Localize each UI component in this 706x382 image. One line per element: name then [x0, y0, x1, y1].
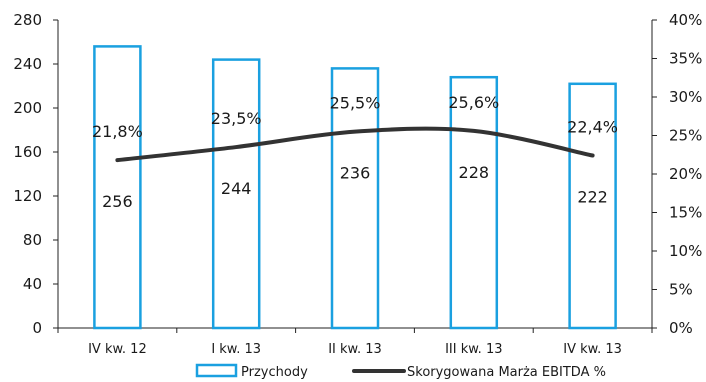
legend-label-marza: Skorygowana Marża EBITDA %	[407, 365, 606, 380]
y-left-tick-label: 160	[13, 143, 42, 161]
line-data-label: 25,6%	[448, 93, 499, 112]
legend-swatch-przychody	[195, 363, 238, 378]
bar-data-label: 244	[221, 179, 252, 198]
y-right-tick-label: 35%	[669, 50, 702, 68]
legend-label-przychody: Przychody	[241, 365, 308, 380]
bar-data-label: 256	[102, 192, 133, 211]
y-right-tick-label: 20%	[669, 165, 702, 183]
y-left-tick-label: 120	[13, 187, 42, 205]
y-left-tick-label: 80	[23, 231, 42, 249]
x-tick-label: IV kw. 13	[563, 342, 622, 357]
y-left-tick-label: 200	[13, 99, 42, 117]
margin-line	[115, 126, 595, 163]
y-left-tick-label: 0	[32, 319, 42, 337]
y-right-tick-label: 0%	[669, 319, 693, 337]
line-marza-ebitda	[115, 126, 595, 163]
bar-data-label: 236	[340, 164, 371, 183]
bar-przychody	[449, 75, 499, 330]
y-right-tick-label: 30%	[669, 88, 702, 106]
y-right-tick-label: 15%	[669, 204, 702, 222]
data-labels: 21,8% 23,5% 25,5% 25,6% 22,4% 256 244 236 228 222	[92, 93, 618, 211]
bars	[93, 45, 617, 330]
line-data-label: 23,5%	[211, 109, 262, 128]
axes: 0 40 80 120 160 200 240 280 0% 5% 10% 15% 20% 25% 30% 3…	[13, 11, 702, 357]
y-left-tick-label: 280	[13, 11, 42, 29]
x-tick-label: I kw. 13	[211, 342, 261, 357]
legend: Przychody Skorygowana Marża EBITDA %	[195, 363, 606, 380]
x-tick-label: III kw. 13	[445, 342, 502, 357]
y-right-tick-label: 10%	[669, 242, 702, 260]
bar-przychody	[93, 45, 142, 330]
y-right-tick-label: 5%	[669, 281, 693, 299]
y-left-tick-label: 40	[23, 275, 42, 293]
x-tick-label: II kw. 13	[328, 342, 382, 357]
bar-data-label: 228	[459, 163, 490, 182]
line-data-label: 22,4%	[567, 118, 618, 137]
y-right-tick-label: 25%	[669, 127, 702, 145]
bar-przychody	[330, 67, 380, 330]
line-data-label: 21,8%	[92, 122, 143, 141]
x-tick-label: IV kw. 12	[88, 342, 147, 357]
bar-przychody	[211, 58, 261, 330]
bar-przychody	[568, 82, 617, 330]
y-right-tick-label: 40%	[669, 11, 702, 29]
line-data-label: 25,5%	[330, 94, 381, 113]
bar-data-label: 222	[577, 188, 608, 207]
y-left-tick-label: 240	[13, 55, 42, 73]
